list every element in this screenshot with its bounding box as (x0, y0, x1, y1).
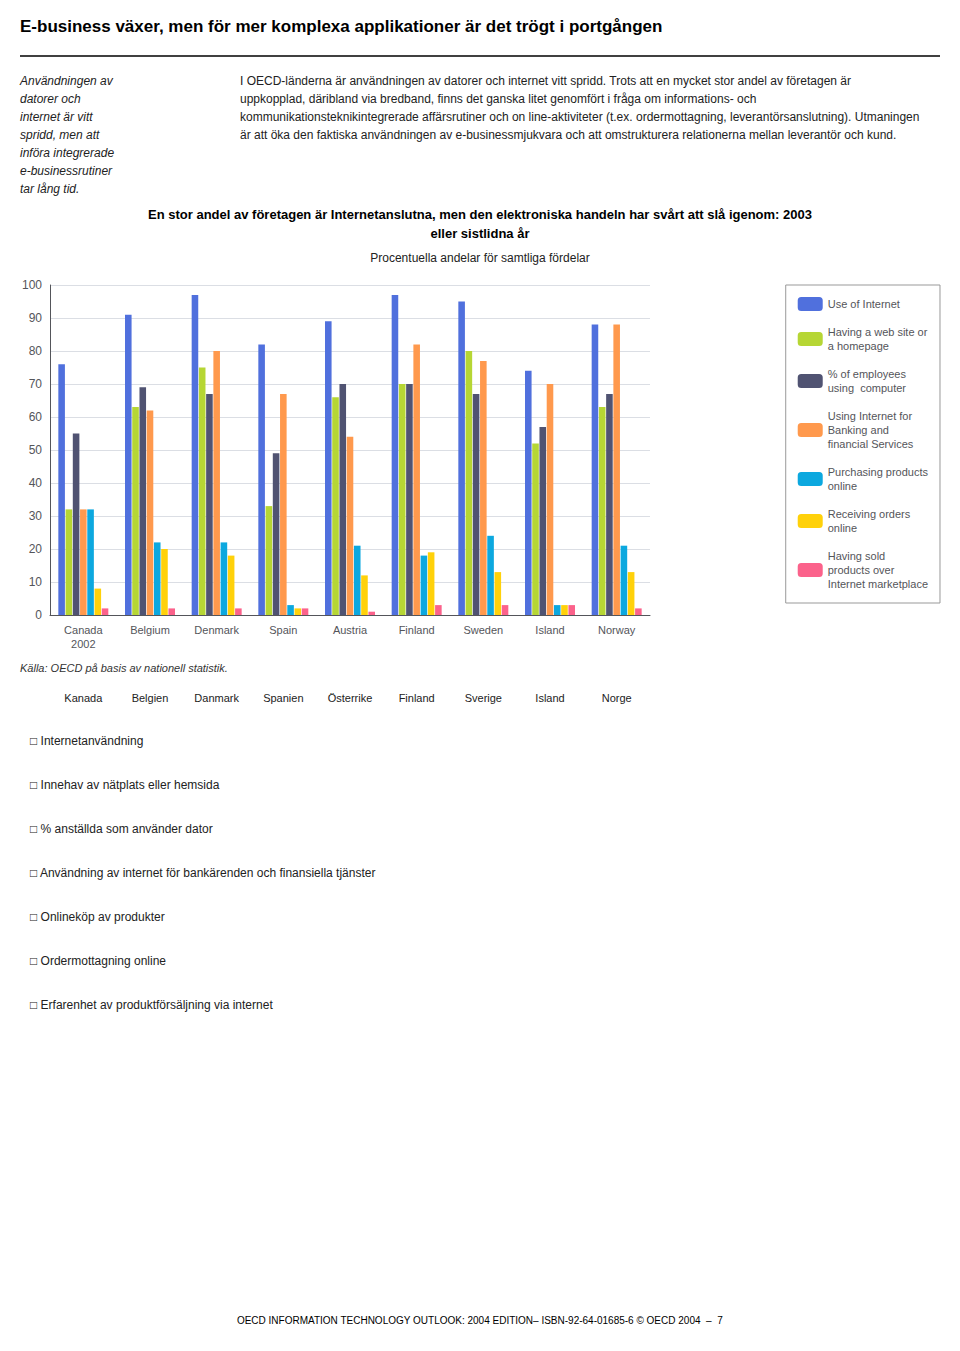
svg-text:tar lång tid.: tar lång tid. (20, 182, 79, 196)
svg-text:Sweden: Sweden (463, 624, 503, 636)
svg-text:Spain: Spain (269, 624, 297, 636)
svg-text:40: 40 (29, 476, 43, 490)
svg-text:80: 80 (29, 344, 43, 358)
svg-text:100: 100 (22, 278, 42, 292)
svg-text:% of employees: % of employees (828, 368, 907, 380)
svg-text:□ Erfarenhet av produktförsälj: □ Erfarenhet av produktförsäljning via i… (30, 998, 273, 1012)
svg-text:Österrike: Österrike (328, 692, 373, 704)
svg-text:products over: products over (828, 564, 895, 576)
svg-text:□ Innehav av nätplats eller he: □ Innehav av nätplats eller hemsida (30, 778, 220, 792)
svg-text:Norge: Norge (602, 692, 632, 704)
svg-text:Island: Island (535, 624, 564, 636)
svg-text:□ Internetanvändning: □ Internetanvändning (30, 734, 143, 748)
svg-text:0: 0 (35, 608, 42, 622)
svg-text:Kanada: Kanada (64, 692, 103, 704)
svg-text:using computer: using computer (828, 382, 907, 394)
svg-text:60: 60 (29, 410, 43, 424)
svg-text:Having sold: Having sold (828, 550, 885, 562)
svg-text:internet är vitt: internet är vitt (20, 110, 93, 124)
svg-text:En stor andel av företagen är: En stor andel av företagen är Internetan… (148, 207, 812, 222)
svg-text:Having a web site or: Having a web site or (828, 326, 928, 338)
svg-text:Spanien: Spanien (263, 692, 303, 704)
svg-text:Canada: Canada (64, 624, 103, 636)
svg-text:10: 10 (29, 575, 43, 589)
svg-text:Sverige: Sverige (465, 692, 502, 704)
svg-text:I OECD-länderna är användninge: I OECD-länderna är användningen av dator… (240, 74, 854, 88)
svg-text:Finland: Finland (399, 692, 435, 704)
svg-text:Danmark: Danmark (194, 692, 239, 704)
svg-text:Belgium: Belgium (130, 624, 170, 636)
svg-text:e-businessrutiner: e-businessrutiner (20, 164, 113, 178)
svg-text:Denmark: Denmark (194, 624, 239, 636)
svg-text:□ Onlineköp av produkter: □ Onlineköp av produkter (30, 910, 165, 924)
svg-text:□ % anställda som använder dat: □ % anställda som använder dator (30, 822, 213, 836)
svg-text:financial Services: financial Services (828, 438, 914, 450)
svg-text:E-business växer, men för mer: E-business växer, men för mer komplexa a… (20, 17, 662, 36)
svg-text:eller sistlidna år: eller sistlidna år (431, 226, 530, 241)
svg-text:spridd, men att: spridd, men att (20, 128, 100, 142)
svg-text:a homepage: a homepage (828, 340, 889, 352)
svg-text:Using Internet for: Using Internet for (828, 410, 913, 422)
svg-text:Källa: OECD på basis av nation: Källa: OECD på basis av nationell statis… (20, 662, 228, 674)
svg-text:uppkopplad, däribland via bred: uppkopplad, däribland via bredband, finn… (240, 92, 760, 106)
svg-text:Internet marketplace: Internet marketplace (828, 578, 928, 590)
svg-text:online: online (828, 480, 857, 492)
svg-text:är att öka den faktiska använd: är att öka den faktiska användningen av … (240, 128, 896, 142)
svg-text:Use of Internet: Use of Internet (828, 298, 900, 310)
svg-text:20: 20 (29, 542, 43, 556)
svg-text:50: 50 (29, 443, 43, 457)
svg-text:OECD INFORMATION TECHNOLOGY OU: OECD INFORMATION TECHNOLOGY OUTLOOK: 200… (237, 1315, 723, 1326)
svg-text:Belgien: Belgien (132, 692, 169, 704)
svg-text:Purchasing products: Purchasing products (828, 466, 929, 478)
svg-text:70: 70 (29, 377, 43, 391)
svg-text:kommunikationsteknikintegrerad: kommunikationsteknikintegrerade affärsru… (240, 110, 923, 124)
svg-text:Finland: Finland (399, 624, 435, 636)
svg-text:□ Ordermottagning online: □ Ordermottagning online (30, 954, 166, 968)
svg-text:införa integrerade: införa integrerade (20, 146, 114, 160)
svg-text:Banking and: Banking and (828, 424, 889, 436)
svg-text:online: online (828, 522, 857, 534)
svg-text:2002: 2002 (71, 638, 95, 650)
svg-text:Austria: Austria (333, 624, 368, 636)
svg-text:Island: Island (535, 692, 564, 704)
svg-text:30: 30 (29, 509, 43, 523)
svg-text:Receiving orders: Receiving orders (828, 508, 911, 520)
svg-text:Användningen av: Användningen av (19, 74, 114, 88)
svg-text:□ Användning av internet för b: □ Användning av internet för bankärenden… (30, 866, 375, 880)
svg-text:Procentuella andelar för samtl: Procentuella andelar för samtliga fördel… (370, 251, 589, 265)
svg-text:datorer och: datorer och (20, 92, 81, 106)
svg-text:90: 90 (29, 311, 43, 325)
svg-text:Norway: Norway (598, 624, 636, 636)
